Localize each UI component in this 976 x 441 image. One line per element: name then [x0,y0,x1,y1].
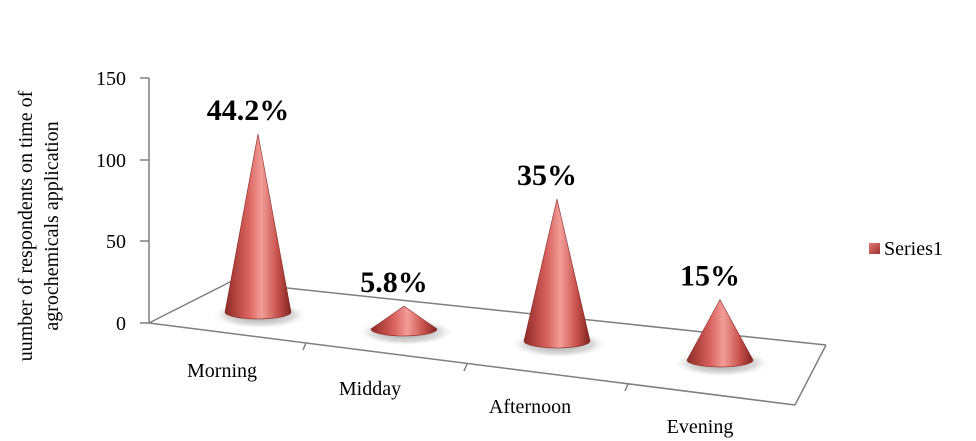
y-axis-title-line-1: uumber of respondents on time of [15,90,37,361]
category-label: Afternoon [489,396,571,418]
series-marks: 44.2% Morning 5.8% Midday 35% Afternoon 15% Eve… [187,94,771,438]
floor-left-edge [148,281,231,324]
x-tick-mark-2 [463,363,468,372]
y-axis-title: uumber of respondents on time of agroche… [15,90,63,361]
data-label: 5.8% [360,266,428,299]
category-label: Morning [187,360,257,382]
legend-label: Series1 [884,238,943,260]
x-tick-mark-1 [302,342,307,351]
category-label: Evening [667,416,734,438]
y-tick-label: 0 [116,313,126,335]
data-label: 35% [517,159,577,192]
x-tick-mark-3 [624,383,629,392]
category-label: Midday [339,378,401,400]
legend: Series1 [869,238,943,260]
y-tick-label: 100 [96,150,126,172]
cone-bar-afternoon [523,198,591,349]
cone-bar-midday [370,305,438,337]
y-axis-title-line-2: agrochemicals application [41,121,63,330]
floor-right-edge [794,344,827,406]
cone-bar-morning [224,133,292,320]
cone-bar-evening [686,298,754,368]
y-tick-label: 50 [106,231,126,253]
legend-swatch [869,243,880,254]
y-tick-label: 150 [96,68,126,90]
floor-front-edge [148,322,796,406]
data-label: 15% [680,260,740,293]
data-label: 44.2% [207,94,290,127]
